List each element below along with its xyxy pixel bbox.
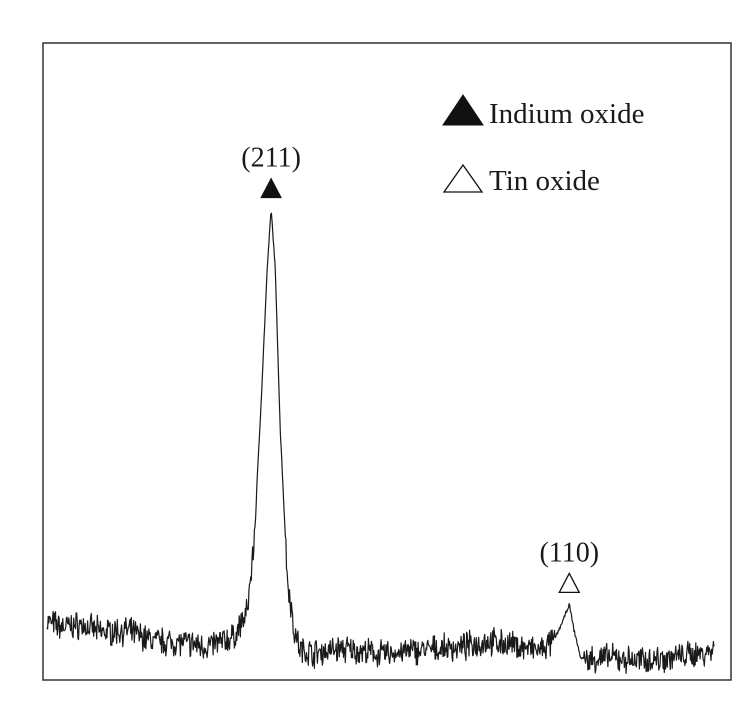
legend-label-indium-oxide: Indium oxide <box>489 98 644 130</box>
legend-filled-triangle-icon <box>442 94 484 126</box>
peak-label-110: (110) <box>539 537 599 568</box>
spectrum-line <box>46 212 715 674</box>
filled-triangle-icon <box>260 177 282 199</box>
legend-open-triangle-icon <box>442 163 484 193</box>
open-triangle-icon <box>558 572 581 594</box>
peak-annotations: (211) (110) <box>241 143 599 594</box>
peak-label-211: (211) <box>241 143 301 174</box>
plot-frame <box>42 42 732 681</box>
legend-label-tin-oxide: Tin oxide <box>489 165 600 197</box>
legend: Indium oxide Tin oxide <box>442 94 644 197</box>
